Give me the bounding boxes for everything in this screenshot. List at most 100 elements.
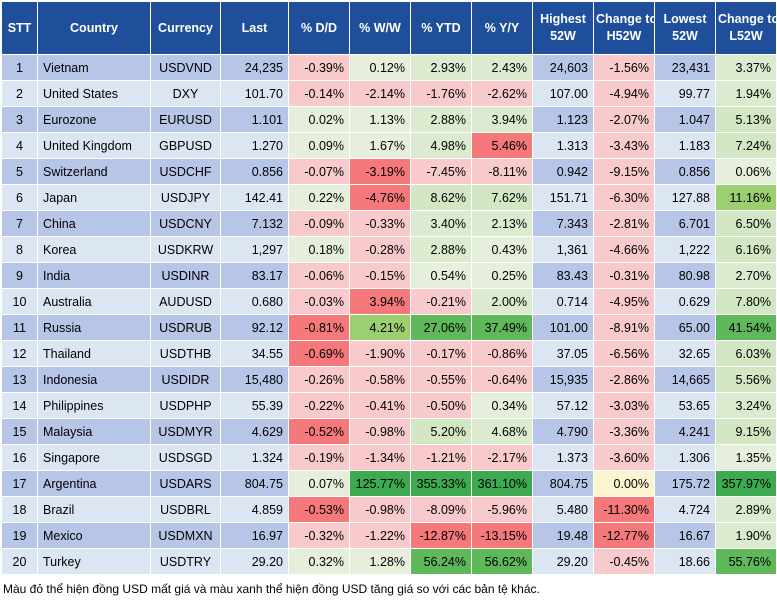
cell-yy: -8.11% — [471, 158, 533, 185]
cell-lowest-52w: 99.77 — [654, 80, 716, 107]
cell-highest-52w: 5.480 — [532, 496, 594, 523]
cell-change-l52w: 1.90% — [715, 522, 777, 549]
cell-change-h52w: -11.30% — [593, 496, 655, 523]
cell-lowest-52w: 16.67 — [654, 522, 716, 549]
cell-country: Korea — [37, 236, 151, 263]
cell-highest-52w: 29.20 — [532, 548, 594, 575]
cell-change-h52w: -6.30% — [593, 184, 655, 211]
table-row: 6 Japan USDJPY 142.41 0.22% -4.76% 8.62% 7.62% 1… — [1, 184, 777, 211]
cell-ytd: 27.06% — [410, 314, 472, 341]
cell-ww: -3.19% — [349, 158, 411, 185]
cell-last: 16.97 — [220, 522, 289, 549]
header-highest-52w: Highest 52W — [532, 1, 594, 55]
cell-highest-52w: 1.313 — [532, 132, 594, 159]
table-row: 11 Russia USDRUB 92.12 -0.81% 4.21% 27.06% 37.4… — [1, 314, 777, 341]
table-row: 18 Brazil USDBRL 4.859 -0.53% -0.98% -8.09% -5.… — [1, 496, 777, 523]
cell-currency: USDKRW — [150, 236, 221, 263]
cell-change-h52w: -3.36% — [593, 418, 655, 445]
cell-ytd: -0.50% — [410, 392, 472, 419]
cell-change-l52w: 41.54% — [715, 314, 777, 341]
cell-highest-52w: 4.790 — [532, 418, 594, 445]
cell-ytd: -0.21% — [410, 288, 472, 315]
header-change-l52w: Change to L52W — [715, 1, 777, 55]
table-row: 16 Singapore USDSGD 1.324 -0.19% -1.34% -1.21%… — [1, 444, 777, 471]
table-row: 20 Turkey USDTRY 29.20 0.32% 1.28% 56.24% 56.62… — [1, 548, 777, 575]
cell-country: India — [37, 262, 151, 289]
cell-currency: DXY — [150, 80, 221, 107]
cell-highest-52w: 7.343 — [532, 210, 594, 237]
table-row: 8 Korea USDKRW 1,297 0.18% -0.28% 2.88% 0.43% 1,… — [1, 236, 777, 263]
cell-highest-52w: 0.714 — [532, 288, 594, 315]
header-ytd: % YTD — [410, 1, 472, 55]
table-row: 9 India USDINR 83.17 -0.06% -0.15% 0.54% 0.25% 8… — [1, 262, 777, 289]
table-row: 2 United States DXY 101.70 -0.14% -2.14% -1.76… — [1, 80, 777, 107]
cell-ww: -0.28% — [349, 236, 411, 263]
cell-change-h52w: -3.03% — [593, 392, 655, 419]
cell-dd: -0.19% — [288, 444, 350, 471]
cell-last: 1.270 — [220, 132, 289, 159]
cell-lowest-52w: 1.183 — [654, 132, 716, 159]
cell-ww: -1.90% — [349, 340, 411, 367]
cell-change-h52w: -2.07% — [593, 106, 655, 133]
cell-ww: -0.98% — [349, 418, 411, 445]
cell-highest-52w: 151.71 — [532, 184, 594, 211]
cell-yy: 5.46% — [471, 132, 533, 159]
cell-yy: 2.13% — [471, 210, 533, 237]
cell-ytd: -7.45% — [410, 158, 472, 185]
cell-currency: USDJPY — [150, 184, 221, 211]
cell-ytd: -1.76% — [410, 80, 472, 107]
cell-last: 24,235 — [220, 54, 289, 81]
cell-highest-52w: 1,361 — [532, 236, 594, 263]
cell-dd: -0.07% — [288, 158, 350, 185]
cell-currency: USDSGD — [150, 444, 221, 471]
cell-yy: 3.94% — [471, 106, 533, 133]
cell-change-l52w: 6.03% — [715, 340, 777, 367]
cell-highest-52w: 15,935 — [532, 366, 594, 393]
cell-stt: 14 — [1, 392, 38, 419]
cell-yy: -13.15% — [471, 522, 533, 549]
cell-dd: -0.32% — [288, 522, 350, 549]
cell-dd: -0.53% — [288, 496, 350, 523]
header-lowest-52w: Lowest 52W — [654, 1, 716, 55]
table-row: 5 Switzerland USDCHF 0.856 -0.07% -3.19% -7.45… — [1, 158, 777, 185]
cell-country: Mexico — [37, 522, 151, 549]
cell-currency: USDMXN — [150, 522, 221, 549]
cell-yy: 56.62% — [471, 548, 533, 575]
header-change-h52w: Change to H52W — [593, 1, 655, 55]
cell-lowest-52w: 4.724 — [654, 496, 716, 523]
cell-highest-52w: 83.43 — [532, 262, 594, 289]
cell-ytd: -0.55% — [410, 366, 472, 393]
cell-lowest-52w: 175.72 — [654, 470, 716, 497]
cell-dd: 0.02% — [288, 106, 350, 133]
cell-change-h52w: -3.43% — [593, 132, 655, 159]
cell-yy: 0.43% — [471, 236, 533, 263]
cell-last: 4.859 — [220, 496, 289, 523]
cell-change-l52w: 2.89% — [715, 496, 777, 523]
cell-last: 142.41 — [220, 184, 289, 211]
cell-lowest-52w: 14,665 — [654, 366, 716, 393]
cell-stt: 12 — [1, 340, 38, 367]
cell-highest-52w: 107.00 — [532, 80, 594, 107]
cell-country: Switzerland — [37, 158, 151, 185]
cell-stt: 1 — [1, 54, 38, 81]
table-row: 14 Philippines USDPHP 55.39 -0.22% -0.41% -0.5… — [1, 392, 777, 419]
cell-currency: USDCHF — [150, 158, 221, 185]
cell-lowest-52w: 32.65 — [654, 340, 716, 367]
cell-ytd: 2.88% — [410, 106, 472, 133]
cell-yy: 361.10% — [471, 470, 533, 497]
cell-lowest-52w: 80.98 — [654, 262, 716, 289]
cell-ww: 1.28% — [349, 548, 411, 575]
cell-lowest-52w: 65.00 — [654, 314, 716, 341]
cell-change-l52w: 3.24% — [715, 392, 777, 419]
cell-lowest-52w: 0.856 — [654, 158, 716, 185]
table-row: 15 Malaysia USDMYR 4.629 -0.52% -0.98% 5.20% 4.… — [1, 418, 777, 445]
cell-yy: -5.96% — [471, 496, 533, 523]
cell-stt: 11 — [1, 314, 38, 341]
cell-dd: -0.09% — [288, 210, 350, 237]
cell-stt: 19 — [1, 522, 38, 549]
cell-change-l52w: 0.06% — [715, 158, 777, 185]
cell-lowest-52w: 18.66 — [654, 548, 716, 575]
cell-ww: -1.22% — [349, 522, 411, 549]
cell-yy: -0.86% — [471, 340, 533, 367]
cell-ww: -4.76% — [349, 184, 411, 211]
